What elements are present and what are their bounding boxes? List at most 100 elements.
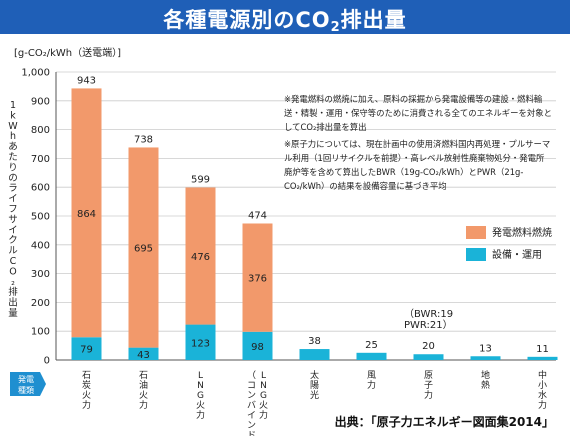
notes-box: ※発電燃料の燃焼に加え、原料の採掘から発電設備等の建設・燃料輸送・精製・運用・保… xyxy=(284,92,552,196)
bwr-note: （BWR:19 xyxy=(404,308,453,320)
category-label-char: コ xyxy=(247,381,256,391)
bar-fuel xyxy=(242,223,273,332)
category-label-char: G xyxy=(260,391,267,401)
category-label-char: 油 xyxy=(139,379,148,391)
total-value-label: 25 xyxy=(365,340,378,351)
category-label-char: イ xyxy=(247,411,256,421)
category-label-char: （ xyxy=(247,370,256,381)
y-axis-title-char: あ xyxy=(8,142,18,153)
y-tick-label: 800 xyxy=(31,125,50,136)
category-label-char: 火 xyxy=(139,390,148,401)
category-label-char: 力 xyxy=(82,399,91,411)
operation-value-label: 43 xyxy=(137,350,150,361)
y-tick-labels: 0 100 200 300 400 500 600 700 800 900 1,000 xyxy=(21,68,50,367)
category-label-char: 光 xyxy=(310,389,319,401)
category-label-char: 力 xyxy=(259,409,268,421)
total-value-label: 474 xyxy=(248,210,267,221)
y-axis-title-char: h xyxy=(10,131,16,142)
category-label-char: 陽 xyxy=(310,380,319,391)
y-axis-title-char: フ xyxy=(8,204,18,215)
total-value-label: 943 xyxy=(77,75,96,86)
y-tick-label: 400 xyxy=(31,240,50,251)
category-label-char: ド xyxy=(247,431,256,436)
y-tick-label: 300 xyxy=(31,269,50,280)
legend-swatch xyxy=(466,248,486,261)
bar-fuel xyxy=(185,187,216,325)
total-value-label: 738 xyxy=(134,134,153,145)
page-title: 各種電源別のCO2排出量 xyxy=(0,4,570,35)
category-axis-title-line: 発電 xyxy=(18,375,34,384)
category-label-char: 力 xyxy=(424,389,433,401)
unit-label: [g-CO₂/kWh（送電端）] xyxy=(14,46,121,59)
legend-swatch xyxy=(466,226,486,239)
y-axis-title-char: ラ xyxy=(8,183,18,194)
y-axis-title-char: 排 xyxy=(8,286,18,298)
category-label-char: 子 xyxy=(424,380,433,391)
fuel-value-label: 376 xyxy=(248,274,267,285)
category-label-char: 炭 xyxy=(82,380,91,391)
category-label-char: 力 xyxy=(196,409,205,421)
note-nuclear-method: ※原子力については、現在計画中の使用済燃料国内再処理・プルサーマル利用（1回リサ… xyxy=(284,139,551,191)
legend-label: 発電燃料燃焼 xyxy=(492,226,552,239)
category-label-char: 力 xyxy=(139,399,148,411)
category-label-char: 火 xyxy=(259,400,268,411)
y-axis-title-char: の xyxy=(8,173,18,184)
category-label-char: L xyxy=(261,371,266,381)
y-axis-title-char: O xyxy=(9,266,16,277)
category-label-char: 火 xyxy=(82,390,91,401)
category-label-char: 石 xyxy=(139,371,148,381)
category-label-char: N xyxy=(197,381,204,391)
bar-operation xyxy=(470,356,501,360)
fuel-value-label: 476 xyxy=(191,252,210,263)
source-citation: 出典：「原子力エネルギー図面集2014」 xyxy=(334,415,554,429)
y-axis-title-char: イ xyxy=(8,225,18,236)
y-tick-label: 100 xyxy=(31,327,50,338)
title-bar xyxy=(0,0,570,34)
y-axis-title-char: C xyxy=(10,256,17,267)
y-axis-title-char: り xyxy=(8,162,18,173)
category-axis-marker-shape xyxy=(10,372,46,396)
y-axis-title-char: W xyxy=(8,121,18,132)
bar-operation xyxy=(242,331,273,360)
y-tick-label: 700 xyxy=(31,154,50,165)
category-label-char: 力 xyxy=(367,379,376,391)
category-label-char: 火 xyxy=(196,400,205,411)
category-label-char: 水 xyxy=(538,389,547,401)
operation-value-label: 98 xyxy=(251,342,264,353)
pwr-note: PWR:21） xyxy=(404,319,453,331)
legend-label: 設備・運用 xyxy=(492,248,542,261)
category-label-char: バ xyxy=(247,400,256,411)
y-tick-label: 0 xyxy=(44,356,50,367)
total-value-label: 38 xyxy=(308,336,321,347)
category-label-char: 地 xyxy=(481,369,490,381)
category-label-char: N xyxy=(260,381,267,391)
bar-fuel xyxy=(71,88,102,338)
category-label-char: 熱 xyxy=(481,379,490,391)
category-label-char: 風 xyxy=(367,370,376,381)
y-axis-title-char: イ xyxy=(8,194,18,205)
category-label-char: 原 xyxy=(424,370,433,381)
y-axis-title-char: 1 xyxy=(10,100,16,111)
bar-operation xyxy=(299,349,330,360)
y-axis-title-char: ク xyxy=(8,235,18,246)
bar-operation xyxy=(71,337,102,360)
category-label-char: ン xyxy=(247,391,256,401)
total-value-label: 599 xyxy=(191,174,210,185)
y-axis-title-char: 量 xyxy=(8,308,18,319)
y-tick-label: 600 xyxy=(31,183,50,194)
y-axis-title-char: サ xyxy=(8,214,18,225)
bar-operation xyxy=(128,347,159,360)
y-axis-title-char: k xyxy=(10,110,16,121)
y-axis-title-char: ル xyxy=(8,246,18,257)
y-tick-label: 1,000 xyxy=(21,68,50,79)
y-tick-label: 500 xyxy=(31,212,50,223)
total-value-label: 11 xyxy=(536,344,549,355)
bar-operation xyxy=(527,356,558,360)
y-axis-title-char: た xyxy=(8,152,18,163)
bars: 864 79 943 695 43 738 476 123 599 376 98 474 38 25 20 1… xyxy=(71,75,558,361)
category-label-char: ン xyxy=(247,421,256,431)
